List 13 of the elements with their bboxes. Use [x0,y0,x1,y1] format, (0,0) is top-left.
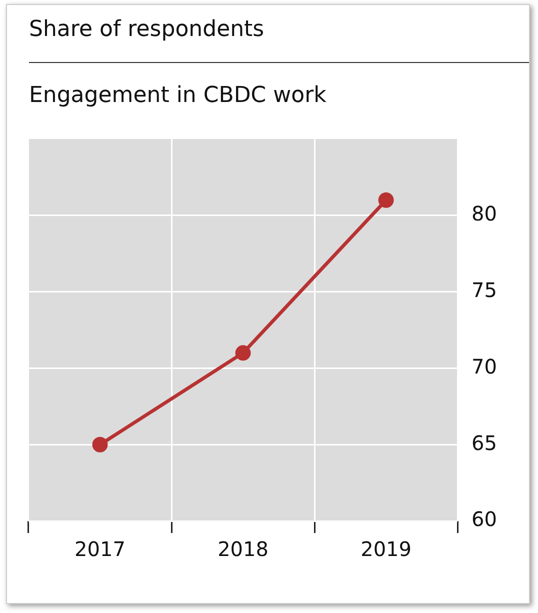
y-tick-label: 65 [472,430,498,455]
y-tick-label: 80 [472,202,498,226]
x-tick-label: 2018 [218,537,268,562]
chart-subtitle: Engagement in CBDC work [29,83,326,108]
x-tick-label: 2017 [74,537,126,562]
y-tick-label: 75 [472,278,498,302]
y-tick-label: 60 [472,507,498,532]
y-tick-label: 70 [472,354,498,378]
x-tick-label: 2019 [360,537,412,562]
point [235,345,251,361]
point [92,436,108,452]
chart-title: Share of respondents [29,17,264,42]
point [378,192,394,208]
